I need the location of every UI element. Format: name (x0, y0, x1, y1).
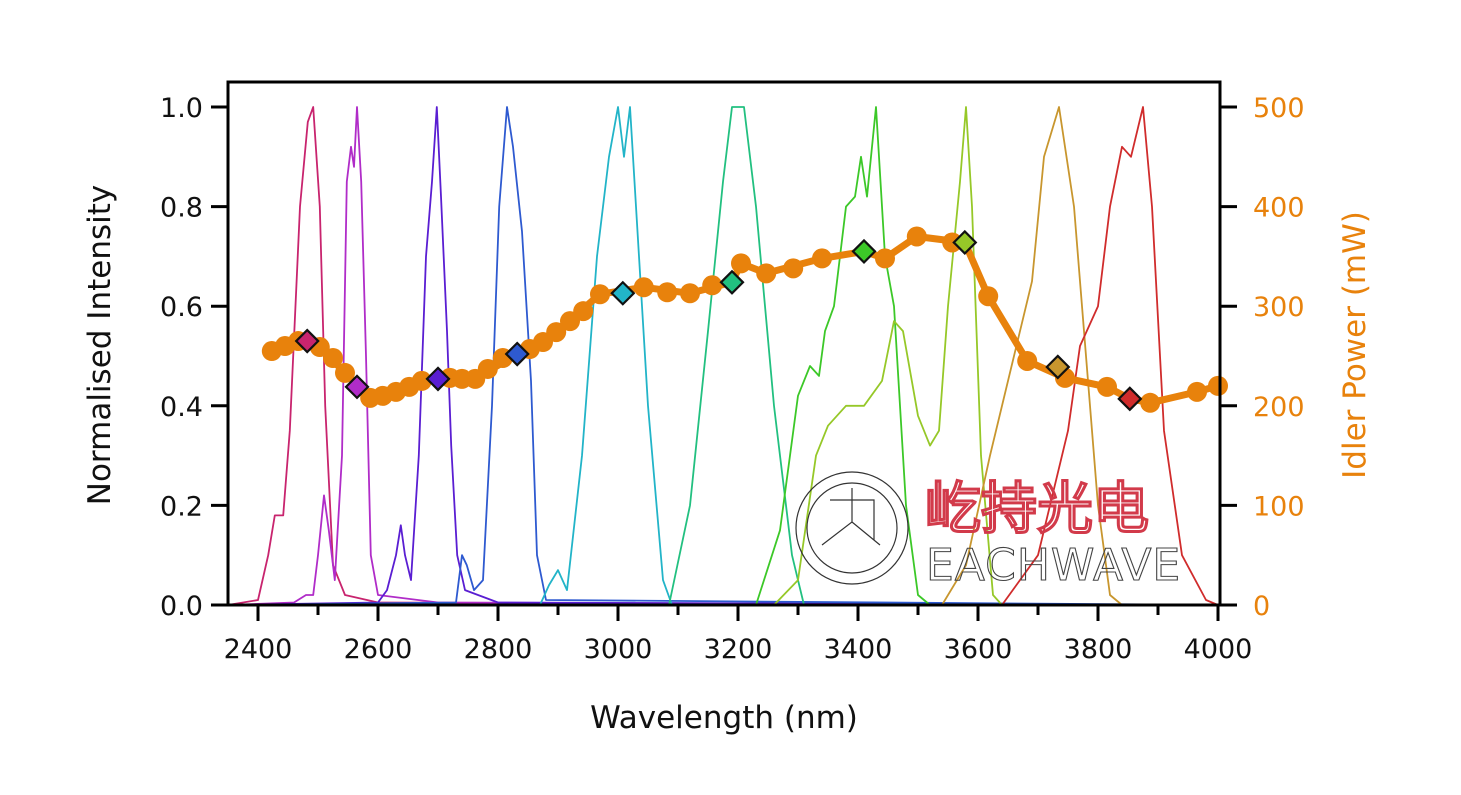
y2-axis-title: Idler Power (mW) (1337, 211, 1373, 479)
idler-power-point (633, 277, 654, 298)
idler-power-point (731, 253, 751, 274)
x-tick-label: 3000 (584, 634, 653, 665)
y2-tick-label: 200 (1253, 392, 1305, 423)
idler-power-point (812, 248, 832, 269)
idler-power-point (680, 283, 700, 304)
x-tick-label: 2600 (344, 634, 413, 665)
marker-diamond (952, 229, 978, 256)
idler-power-point (1097, 376, 1117, 397)
watermark-en: EACHWAVE (926, 540, 1181, 591)
marker-diamond (719, 269, 745, 295)
watermark-cn: 屹持光电 (925, 477, 1149, 542)
idler-power-point (1140, 392, 1161, 413)
power-layer (261, 226, 1228, 413)
spectrum-2820-line (227, 106, 1219, 606)
y2-tick-label: 300 (1253, 292, 1305, 323)
idler-power-point (477, 358, 498, 379)
idler-power-point (546, 322, 567, 343)
marker-diamond (294, 328, 320, 354)
x-tick-label: 3200 (704, 634, 773, 665)
idler-power-point (702, 275, 723, 296)
x-tick-label: 3600 (944, 634, 1013, 665)
marker-diamond (1117, 386, 1143, 412)
axes-layer: 2400 2600 2800 3000 3200 3400 3600 3800 40000.00… (160, 80, 1305, 665)
x-tick-label: 3400 (824, 634, 893, 665)
spectra-layer (227, 106, 1219, 606)
spectrum-3875-line (228, 106, 1219, 606)
x-tick-label: 2400 (224, 634, 293, 665)
marker-diamond (344, 374, 370, 400)
y-tick-label: 0.8 (160, 193, 203, 224)
spectrum-2490-line (227, 106, 1219, 606)
x-tick-label: 2800 (464, 634, 533, 665)
spectrum-2565-line (227, 106, 1219, 606)
y2-tick-label: 100 (1253, 491, 1305, 522)
spectrum-3010-line (228, 106, 1218, 606)
y2-tick-label: 400 (1253, 193, 1305, 224)
idler-power-point (1208, 375, 1228, 396)
idler-power-point (756, 263, 777, 284)
eachwave-logo-icon (795, 471, 909, 585)
spectrum-2700-line (227, 106, 1219, 606)
plot-frame (226, 80, 1222, 607)
idler-power-point (323, 347, 343, 368)
marker-diamond (1045, 354, 1071, 380)
spectrum-3200-line (228, 106, 1218, 606)
y-tick-label: 0.6 (160, 292, 203, 323)
idler-power-point (657, 282, 678, 303)
y-tick-label: 0.4 (160, 392, 203, 423)
y-axis-title: Normalised Intensity (82, 185, 118, 505)
idler-power-point (573, 301, 594, 322)
x-axis-title: Wavelength (nm) (590, 700, 858, 736)
marker-diamond (851, 238, 877, 264)
y2-tick-label: 0 (1253, 591, 1270, 622)
x-tick-label: 3800 (1064, 634, 1133, 665)
y-tick-label: 0.0 (160, 591, 203, 622)
y-tick-label: 0.2 (160, 491, 203, 522)
idler-power-point (875, 248, 895, 269)
marker-diamond (425, 366, 451, 392)
y-tick-label: 1.0 (160, 93, 203, 124)
idler-power-point (942, 232, 963, 253)
x-tick-label: 4000 (1184, 634, 1253, 665)
marker-diamond (504, 341, 530, 367)
watermark: 屹持光电 EACHWAVE (795, 471, 1181, 592)
idler-power-point (335, 362, 355, 383)
marker-diamond (610, 280, 636, 306)
idler-power-point (411, 370, 432, 391)
idler-power-point (590, 284, 610, 305)
idler-power-point (978, 286, 999, 307)
spectrum-3580-line (228, 106, 1218, 606)
y2-tick-label: 500 (1253, 93, 1305, 124)
spectrum-3430-line (228, 106, 1218, 606)
idler-power-point (1017, 350, 1038, 371)
spectrum-3735-line (228, 106, 1218, 606)
idler-power-point (783, 258, 804, 279)
idler-power-point (1187, 381, 1207, 402)
idler-power-point (906, 226, 927, 247)
